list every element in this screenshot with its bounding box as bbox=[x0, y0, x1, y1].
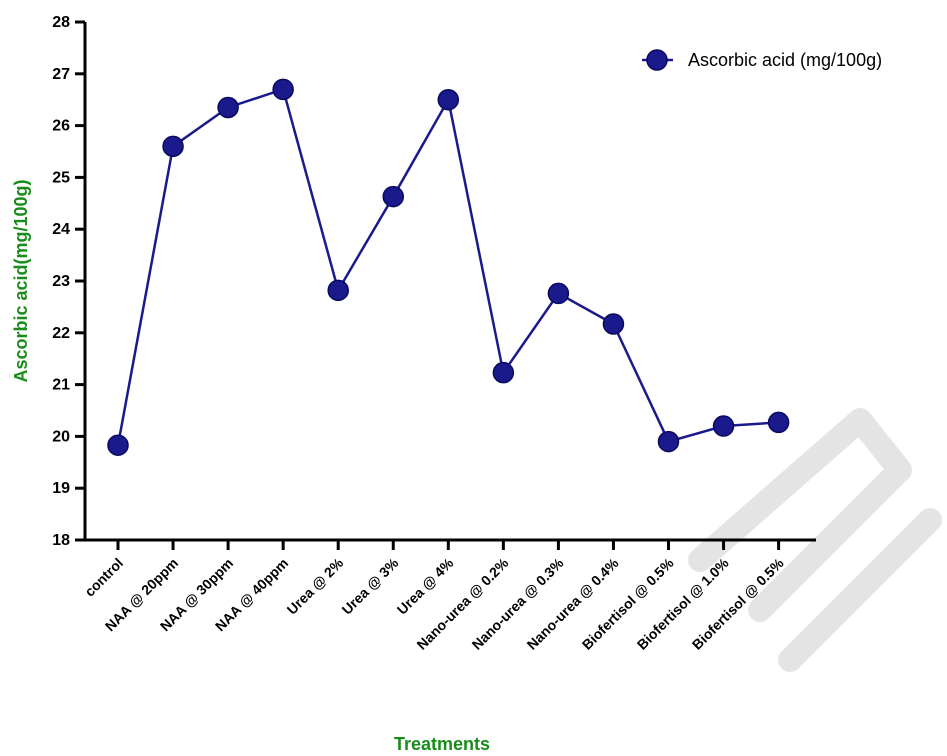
y-axis-title: Ascorbic acid(mg/100g) bbox=[11, 179, 31, 382]
x-tick-label: control bbox=[81, 555, 126, 600]
data-point bbox=[163, 136, 183, 156]
y-tick-label: 24 bbox=[52, 221, 70, 238]
x-tick-label: Urea @ 2% bbox=[284, 554, 347, 617]
data-point bbox=[493, 363, 513, 383]
x-tick-label: Biofertisol @ 1.0% bbox=[634, 554, 732, 652]
y-tick-label: 20 bbox=[52, 428, 70, 445]
data-point bbox=[218, 97, 238, 117]
y-tick-label: 22 bbox=[52, 325, 70, 342]
y-tick-label: 28 bbox=[52, 14, 70, 31]
data-point bbox=[769, 412, 789, 432]
series-line bbox=[118, 89, 779, 445]
x-axis-title: Treatments bbox=[394, 734, 490, 751]
x-tick-label: Nano-urea @ 0.2% bbox=[413, 554, 511, 652]
y-tick-label: 23 bbox=[52, 273, 70, 290]
data-point bbox=[273, 79, 293, 99]
data-point bbox=[328, 280, 348, 300]
x-tick-label: Urea @ 3% bbox=[339, 554, 402, 617]
y-tick-label: 21 bbox=[52, 377, 70, 394]
data-point bbox=[383, 187, 403, 207]
legend-marker bbox=[647, 50, 667, 70]
data-point bbox=[714, 416, 734, 436]
data-point bbox=[548, 283, 568, 303]
data-point bbox=[603, 314, 623, 334]
y-tick-label: 19 bbox=[52, 480, 70, 497]
x-tick-label: Biofertisol @ 0.5% bbox=[579, 554, 677, 652]
x-tick-label: Nano-urea @ 0.4% bbox=[524, 554, 622, 652]
data-point bbox=[659, 432, 679, 452]
y-tick-label: 26 bbox=[52, 118, 70, 135]
data-point bbox=[438, 90, 458, 110]
y-tick-label: 18 bbox=[52, 532, 70, 549]
y-tick-label: 25 bbox=[52, 169, 70, 186]
x-tick-label: Nano-urea @ 0.3% bbox=[469, 554, 567, 652]
legend: Ascorbic acid (mg/100g) bbox=[642, 50, 882, 70]
data-point bbox=[108, 435, 128, 455]
y-tick-label: 27 bbox=[52, 66, 70, 83]
legend-label: Ascorbic acid (mg/100g) bbox=[688, 50, 882, 70]
data-points bbox=[108, 79, 789, 455]
y-ticks: 18 19 20 21 22 23 24 25 26 27 28 bbox=[52, 14, 85, 549]
